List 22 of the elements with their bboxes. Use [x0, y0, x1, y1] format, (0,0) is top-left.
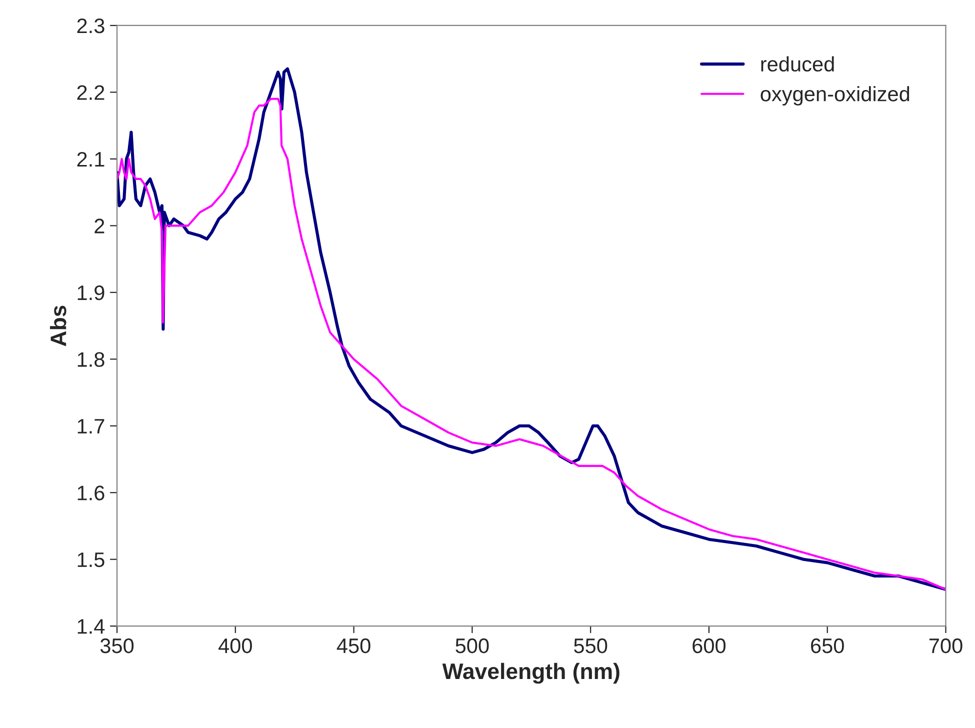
x-tick-label: 550: [574, 638, 608, 654]
y-tick-label: 1.7: [78, 419, 104, 434]
y-tick-label: 1.5: [78, 552, 104, 568]
y-tick-label: 1.4: [78, 619, 105, 634]
y-tick-label: 2: [94, 218, 104, 234]
y-tick-label: 1.8: [78, 352, 104, 367]
y-tick-label: 2.2: [77, 85, 104, 100]
legend-label: reduced: [761, 56, 834, 72]
x-tick-label: 450: [336, 638, 370, 654]
x-tick-label: 650: [811, 638, 844, 654]
x-tick-label: 400: [218, 638, 252, 654]
x-tick-label: 500: [456, 638, 489, 654]
legend-label: oxygen-oxidized: [760, 86, 910, 106]
x-tick-label: 350: [100, 638, 134, 654]
y-tick-label: 1.9: [78, 285, 104, 300]
y-tick-label: 2.3: [77, 18, 104, 34]
y-tick-label: 1.6: [78, 486, 104, 500]
x-tick-label: 700: [929, 638, 962, 654]
y-tick-label: 2.1: [77, 152, 104, 166]
y-axis-title: Abs: [50, 306, 66, 346]
x-tick-label: 600: [692, 638, 726, 654]
x-axis-title: Wavelength (nm): [442, 662, 620, 684]
